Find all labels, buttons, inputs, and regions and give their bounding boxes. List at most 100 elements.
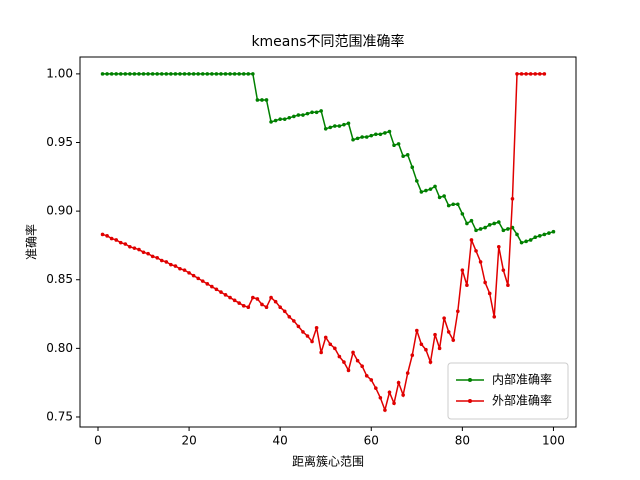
point-marker: [524, 239, 528, 244]
point-marker: [369, 378, 374, 382]
point-marker: [433, 184, 437, 189]
point-marker: [287, 314, 292, 319]
point-marker: [355, 136, 360, 141]
point-marker: [374, 132, 378, 137]
point-marker: [187, 271, 191, 275]
point-marker: [100, 72, 105, 76]
point-marker: [105, 234, 109, 238]
series-line: [102, 73, 554, 244]
point-marker: [410, 165, 415, 170]
x-axis-label: 距离簇心范围: [292, 454, 364, 469]
point-marker: [123, 242, 128, 246]
point-marker: [251, 295, 255, 300]
point-marker: [437, 346, 442, 351]
point-marker: [241, 304, 246, 308]
x-tick-label: 80: [455, 434, 470, 448]
point-marker: [323, 335, 328, 340]
point-marker: [123, 72, 128, 76]
point-marker: [428, 360, 433, 364]
point-marker: [128, 245, 132, 249]
point-marker: [364, 135, 369, 139]
point-marker: [173, 72, 178, 76]
point-marker: [164, 260, 169, 264]
y-tick-label: 0.90: [46, 204, 73, 218]
chart-title: kmeans不同范围准确率: [251, 33, 404, 50]
point-marker: [405, 371, 410, 375]
point-marker: [478, 227, 483, 231]
point-marker: [456, 202, 460, 207]
point-marker: [333, 124, 337, 128]
point-marker: [337, 124, 342, 128]
point-marker: [314, 110, 319, 115]
point-marker: [269, 120, 273, 124]
point-marker: [515, 232, 519, 237]
point-marker: [314, 325, 319, 330]
point-marker: [310, 110, 314, 115]
point-marker: [159, 72, 164, 76]
point-marker: [105, 72, 109, 76]
point-marker: [118, 72, 123, 76]
point-marker: [269, 295, 273, 300]
point-marker: [205, 282, 210, 286]
point-marker: [342, 360, 346, 364]
point-marker: [301, 113, 305, 117]
point-marker: [528, 72, 533, 76]
point-marker: [141, 72, 146, 76]
point-marker: [451, 338, 456, 342]
point-marker: [319, 350, 323, 355]
point-marker: [433, 332, 437, 337]
y-axis-label: 准确率: [24, 224, 39, 260]
point-marker: [424, 347, 428, 352]
point-marker: [405, 153, 410, 157]
x-tick-label: 60: [364, 434, 379, 448]
point-marker: [282, 117, 287, 121]
point-marker: [542, 232, 547, 237]
point-marker: [305, 111, 310, 116]
point-marker: [519, 72, 524, 76]
point-marker: [169, 262, 173, 267]
point-marker: [528, 238, 533, 242]
point-marker: [355, 358, 360, 363]
point-marker: [474, 228, 478, 233]
point-marker: [401, 393, 405, 397]
legend-marker: [468, 378, 472, 382]
point-marker: [378, 395, 383, 400]
point-marker: [150, 72, 155, 76]
point-marker: [501, 228, 506, 233]
point-marker: [260, 302, 264, 307]
point-marker: [305, 334, 310, 338]
point-marker: [328, 125, 333, 130]
point-marker: [424, 188, 428, 193]
point-marker: [483, 225, 487, 230]
point-marker: [237, 72, 241, 76]
point-marker: [241, 72, 246, 76]
point-marker: [547, 231, 551, 235]
point-marker: [428, 187, 433, 191]
point-marker: [210, 284, 214, 289]
point-marker: [551, 229, 556, 234]
legend-label: 内部准确率: [492, 372, 552, 387]
point-marker: [506, 227, 510, 231]
point-marker: [310, 339, 314, 344]
point-marker: [100, 232, 105, 237]
legend-marker: [468, 399, 472, 403]
point-marker: [260, 98, 264, 102]
point-marker: [228, 72, 232, 76]
point-marker: [492, 221, 497, 226]
point-marker: [478, 260, 483, 264]
point-marker: [374, 386, 378, 390]
point-marker: [396, 380, 401, 385]
point-marker: [501, 268, 506, 272]
point-marker: [369, 133, 374, 138]
point-marker: [537, 234, 542, 238]
point-marker: [118, 240, 123, 245]
point-marker: [387, 129, 392, 134]
point-marker: [228, 295, 232, 300]
point-marker: [419, 342, 424, 347]
point-marker: [415, 328, 419, 333]
point-marker: [182, 268, 187, 272]
point-marker: [155, 72, 160, 76]
point-marker: [342, 122, 346, 127]
point-marker: [401, 154, 405, 159]
point-marker: [383, 131, 387, 135]
